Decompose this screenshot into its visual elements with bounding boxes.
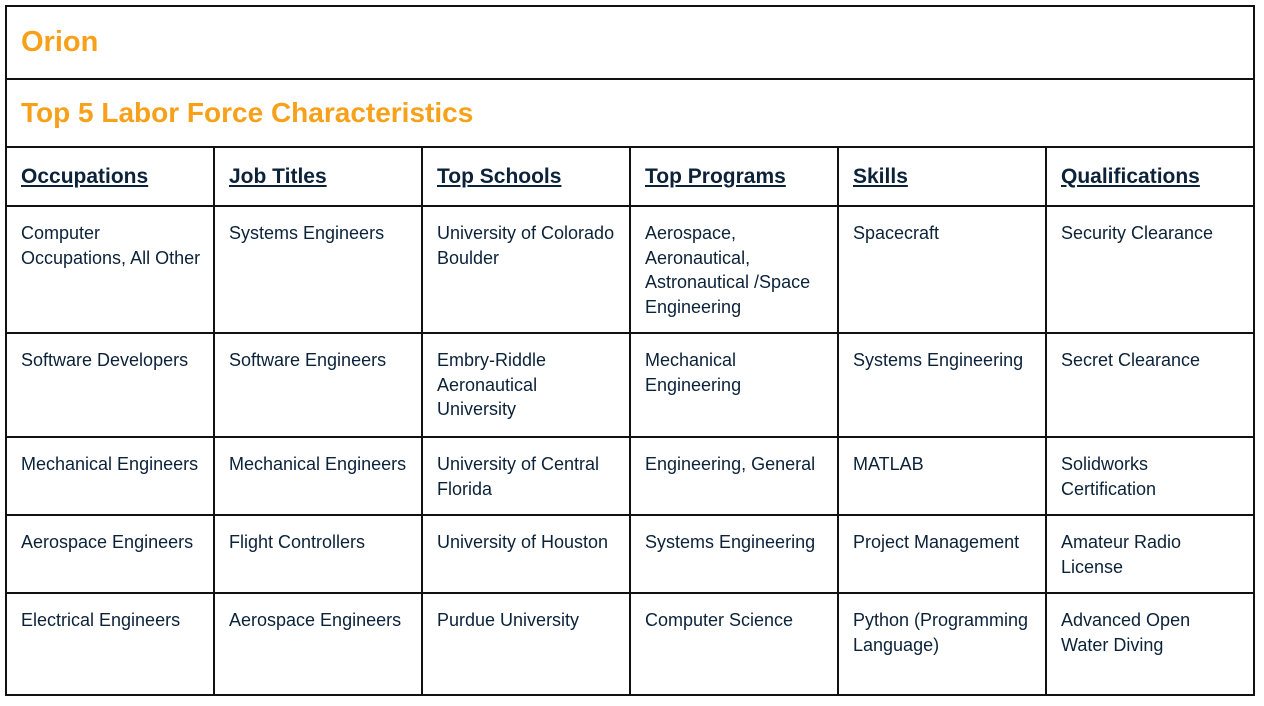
cell: Embry-Riddle Aeronautical University — [421, 332, 631, 438]
subtitle-cell: Top 5 Labor Force Characteristics — [5, 78, 1255, 148]
cell: Purdue University — [421, 592, 631, 696]
cell: Software Engineers — [213, 332, 423, 438]
title-row: Orion — [5, 5, 1255, 80]
data-row: Software Developers Software Engineers Emb… — [5, 332, 1255, 438]
cell: Project Management — [837, 514, 1047, 594]
cell: Amateur Radio License — [1045, 514, 1255, 594]
column-header: Occupations — [5, 146, 215, 207]
cell: Spacecraft — [837, 205, 1047, 334]
cell: MATLAB — [837, 436, 1047, 516]
data-row: Mechanical Engineers Mechanical Engineers… — [5, 436, 1255, 516]
column-header: Top Schools — [421, 146, 631, 207]
table-body: Orion Top 5 Labor Force Characteristics … — [5, 5, 1255, 696]
cell: University of Houston — [421, 514, 631, 594]
header-row: Occupations Job Titles Top Schools Top Prog… — [5, 146, 1255, 207]
data-row: Computer Occupations, All Other Systems E… — [5, 205, 1255, 334]
column-link[interactable]: Qualifications — [1061, 164, 1200, 188]
column-header: Top Programs — [629, 146, 839, 207]
cell: Software Developers — [5, 332, 215, 438]
cell: Computer Science — [629, 592, 839, 696]
cell: Systems Engineering — [629, 514, 839, 594]
subtitle: Top 5 Labor Force Characteristics — [21, 97, 474, 128]
cell: Systems Engineers — [213, 205, 423, 334]
cell: University of Central Florida — [421, 436, 631, 516]
column-header: Skills — [837, 146, 1047, 207]
column-header: Qualifications — [1045, 146, 1255, 207]
column-link[interactable]: Skills — [853, 164, 908, 188]
column-link[interactable]: Top Schools — [437, 164, 562, 188]
cell: Electrical Engineers — [5, 592, 215, 696]
subtitle-row: Top 5 Labor Force Characteristics — [5, 78, 1255, 148]
cell: Solidworks Certification — [1045, 436, 1255, 516]
column-header: Job Titles — [213, 146, 423, 207]
column-link[interactable]: Occupations — [21, 164, 149, 188]
column-link[interactable]: Top Programs — [645, 164, 786, 188]
cell: Computer Occupations, All Other — [5, 205, 215, 334]
cell: Mechanical Engineers — [213, 436, 423, 516]
data-row: Electrical Engineers Aerospace Engineers P… — [5, 592, 1255, 696]
characteristics-table: Orion Top 5 Labor Force Characteristics … — [5, 5, 1255, 696]
cell: University of Colorado Boulder — [421, 205, 631, 334]
cell: Secret Clearance — [1045, 332, 1255, 438]
report: Orion Top 5 Labor Force Characteristics … — [5, 5, 1255, 696]
cell: Engineering, General — [629, 436, 839, 516]
title-cell: Orion — [5, 5, 1255, 80]
cell: Aerospace Engineers — [5, 514, 215, 594]
cell: Mechanical Engineering — [629, 332, 839, 438]
cell: Python (Programming Language) — [837, 592, 1047, 696]
cell: Systems Engineering — [837, 332, 1047, 438]
cell: Aerospace, Aeronautical, Astronautical /… — [629, 205, 839, 334]
cell: Flight Controllers — [213, 514, 423, 594]
title: Orion — [21, 26, 99, 58]
cell: Aerospace Engineers — [213, 592, 423, 696]
cell: Security Clearance — [1045, 205, 1255, 334]
cell: Advanced Open Water Diving — [1045, 592, 1255, 696]
cell: Mechanical Engineers — [5, 436, 215, 516]
data-row: Aerospace Engineers Flight Controllers Uni… — [5, 514, 1255, 594]
column-link[interactable]: Job Titles — [229, 164, 327, 188]
